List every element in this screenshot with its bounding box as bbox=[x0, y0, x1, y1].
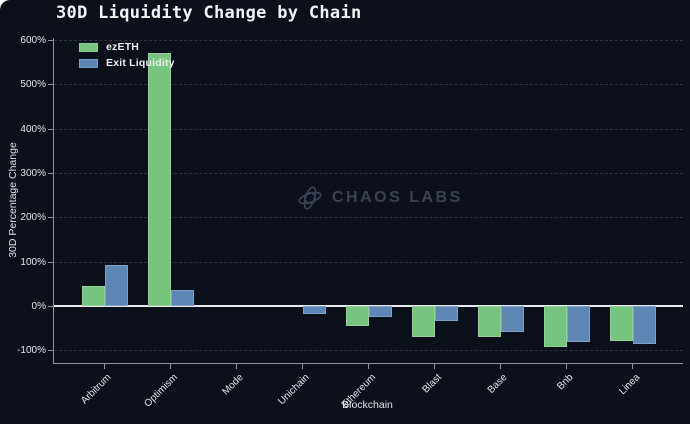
y-tick-mark bbox=[48, 217, 53, 219]
y-tick-mark bbox=[48, 40, 53, 42]
x-tick-label-blast: Blast bbox=[420, 372, 444, 396]
y-tick-label: 500% bbox=[20, 79, 46, 91]
x-tick-mark bbox=[434, 364, 435, 369]
watermark-label: CHAOS LABS bbox=[332, 189, 463, 206]
chart-title: 30D Liquidity Change by Chain bbox=[56, 3, 362, 23]
bar-exit-liquidity-blast bbox=[435, 305, 458, 321]
y-tick-label: 200% bbox=[20, 212, 46, 224]
gridline bbox=[54, 84, 683, 86]
bar-exit-liquidity-ethereum bbox=[369, 305, 392, 317]
bar-ezeth-ethereum bbox=[346, 305, 369, 326]
y-tick-mark bbox=[48, 261, 53, 263]
x-tick-mark bbox=[236, 364, 237, 369]
bar-ezeth-linea bbox=[610, 305, 633, 341]
x-tick-label-linea: Linea bbox=[616, 372, 642, 398]
gridline bbox=[54, 217, 683, 219]
y-tick-mark bbox=[48, 173, 53, 175]
x-tick-label-bnb: Bnb bbox=[555, 372, 576, 393]
y-tick-label: 400% bbox=[20, 123, 46, 135]
bar-ezeth-base bbox=[478, 305, 501, 337]
x-tick-mark bbox=[632, 364, 633, 369]
y-tick-mark bbox=[48, 305, 53, 307]
y-tick-label: 300% bbox=[20, 168, 46, 180]
y-tick-mark bbox=[48, 84, 53, 86]
bar-exit-liquidity-optimism bbox=[171, 289, 194, 306]
bar-exit-liquidity-arbitrum bbox=[105, 264, 128, 306]
y-tick-label: -100% bbox=[17, 345, 46, 357]
bar-exit-liquidity-unichain bbox=[303, 305, 326, 314]
bar-exit-liquidity-base bbox=[501, 305, 524, 332]
legend-item-ezeth: ezETH bbox=[79, 39, 175, 55]
y-tick-label: 0% bbox=[31, 300, 46, 312]
bar-ezeth-optimism bbox=[148, 52, 171, 306]
x-tick-label-base: Base bbox=[485, 372, 510, 396]
legend-item-exit-liquidity: Exit Liquidity bbox=[79, 55, 175, 71]
gridline bbox=[54, 40, 683, 42]
y-axis-title: 30D Percentage Change bbox=[7, 142, 19, 258]
exit-liquidity-swatch bbox=[79, 58, 98, 68]
ezeth-swatch bbox=[79, 42, 98, 52]
bar-exit-liquidity-linea bbox=[633, 305, 656, 344]
y-tick-label: 100% bbox=[20, 256, 46, 268]
watermark: CHAOS LABS bbox=[297, 185, 463, 211]
x-tick-mark bbox=[104, 364, 105, 369]
x-axis-title: Blockchain bbox=[342, 399, 393, 411]
chaos-labs-atom-icon bbox=[298, 186, 322, 210]
y-tick-mark bbox=[48, 128, 53, 130]
y-tick-mark bbox=[48, 350, 53, 352]
legend-label-exit-liquidity: Exit Liquidity bbox=[106, 57, 175, 69]
bar-ezeth-arbitrum bbox=[82, 285, 105, 306]
x-tick-mark bbox=[368, 364, 369, 369]
x-tick-mark bbox=[302, 364, 303, 369]
gridline bbox=[54, 350, 683, 352]
bar-ezeth-blast bbox=[412, 305, 435, 337]
y-tick-label: 600% bbox=[20, 35, 46, 47]
gridline bbox=[54, 261, 683, 263]
gridline bbox=[54, 173, 683, 175]
legend: ezETH Exit Liquidity bbox=[79, 39, 175, 71]
bar-ezeth-bnb bbox=[544, 305, 567, 347]
x-tick-mark bbox=[170, 364, 171, 369]
gridline bbox=[54, 128, 683, 130]
legend-label-ezeth: ezETH bbox=[106, 41, 140, 53]
plot-area bbox=[53, 38, 683, 364]
x-tick-mark bbox=[500, 364, 501, 369]
x-tick-label-mode: Mode bbox=[220, 372, 246, 398]
x-tick-mark bbox=[566, 364, 567, 369]
bar-exit-liquidity-bnb bbox=[567, 305, 590, 342]
